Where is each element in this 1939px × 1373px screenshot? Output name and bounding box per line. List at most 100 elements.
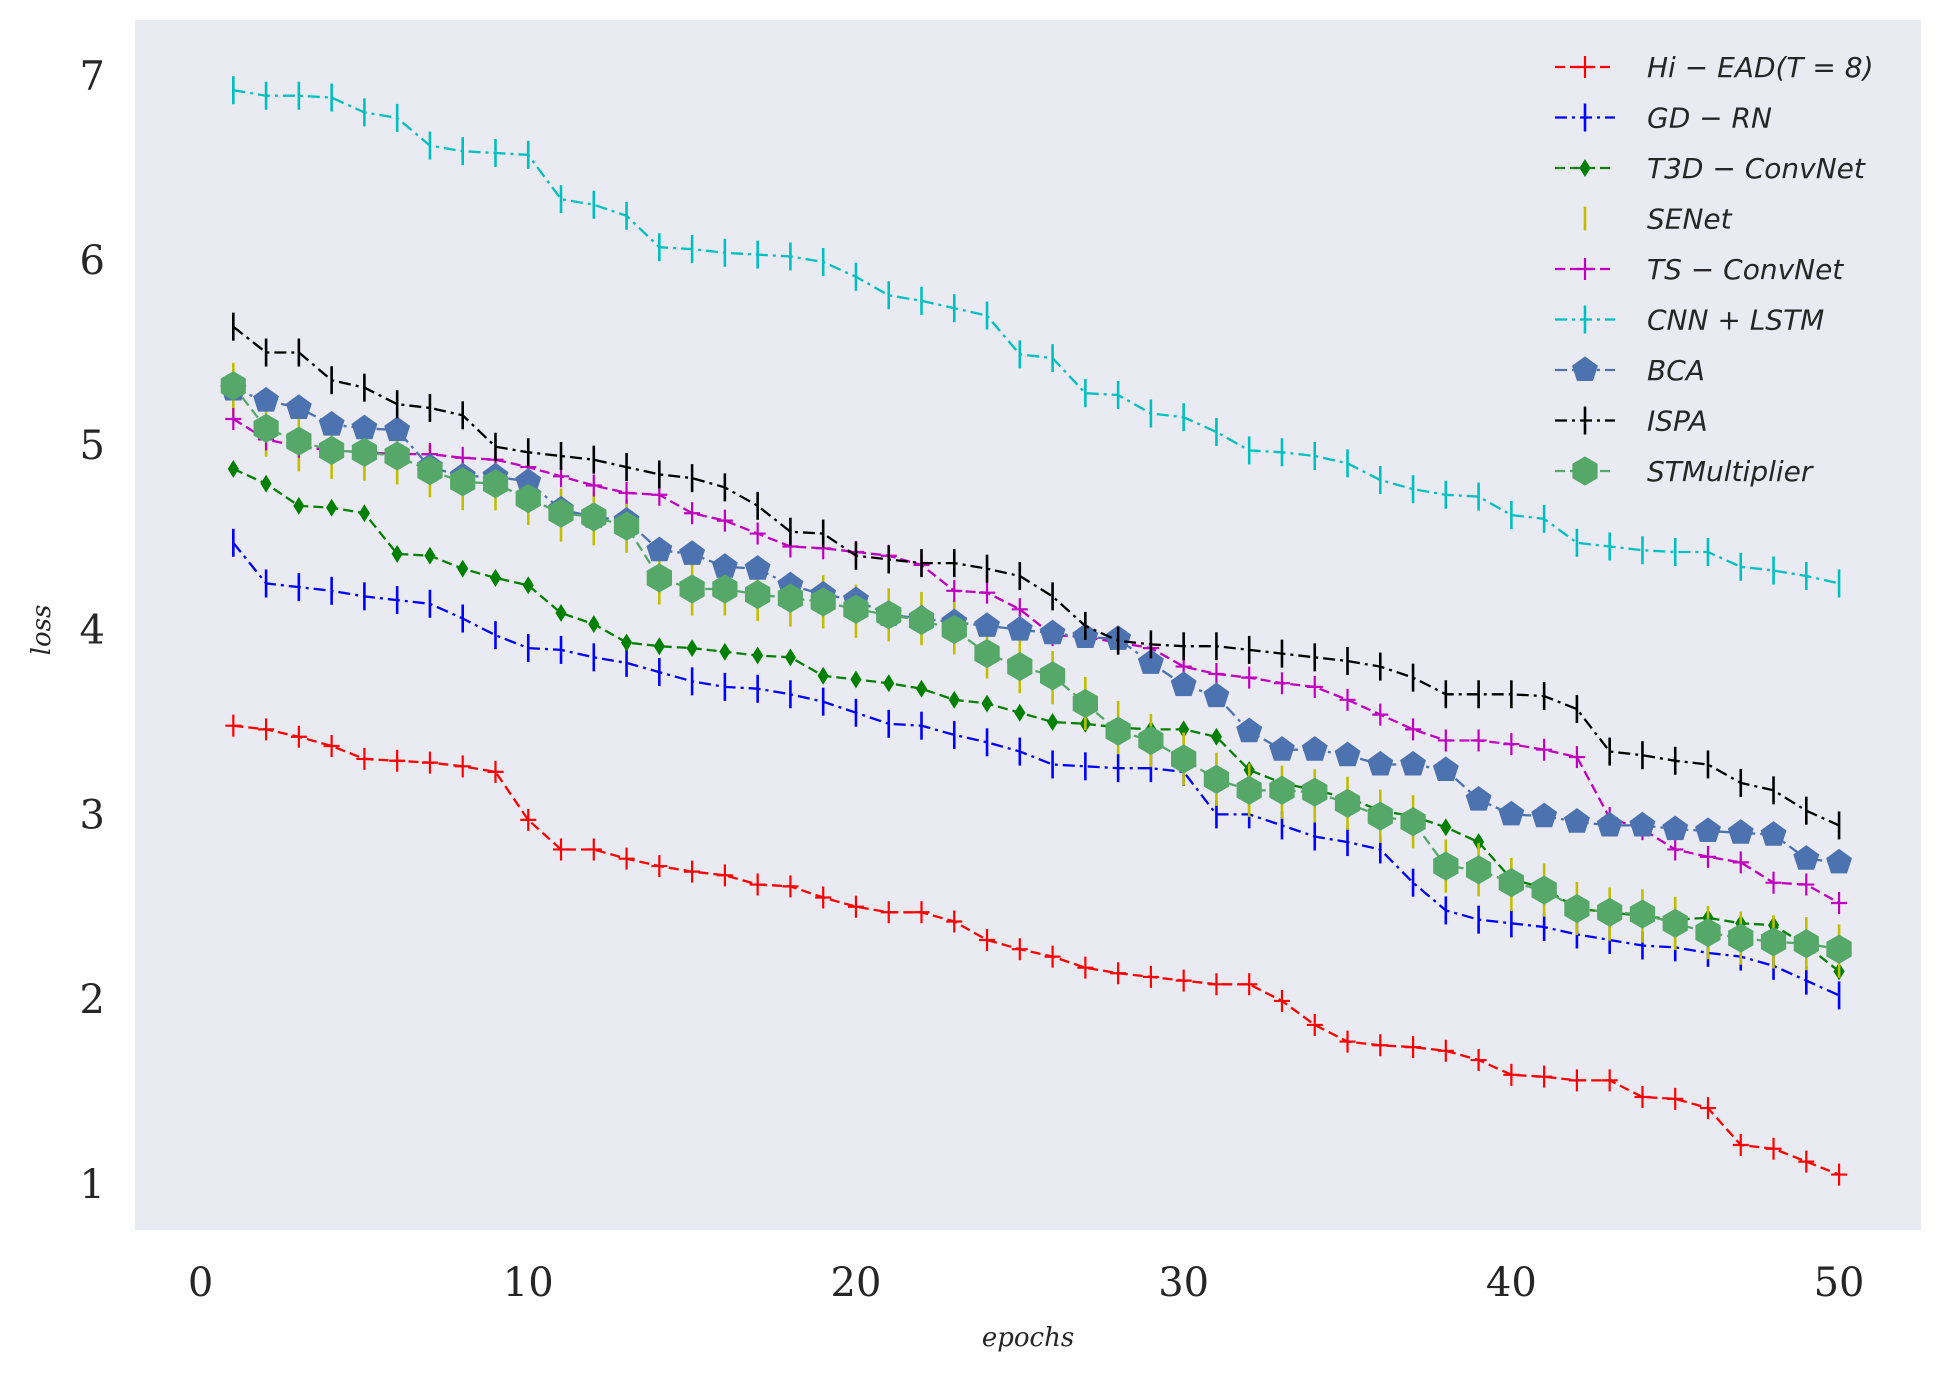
data-point xyxy=(817,666,829,685)
legend: Hi − EAD(T = 8) GD − RN T3D − ConvNet SENet… xyxy=(1555,51,1874,488)
y-tick-label: 7 xyxy=(80,53,105,99)
data-point xyxy=(686,639,698,658)
legend-entry: BCA xyxy=(1555,354,1705,387)
legend-label: CNN + LSTM xyxy=(1647,304,1824,337)
data-point xyxy=(1208,973,1225,996)
data-point xyxy=(1210,727,1223,746)
data-point xyxy=(1273,672,1290,695)
y-tick-label: 1 xyxy=(80,1162,105,1208)
data-point xyxy=(1470,1049,1487,1072)
data-point xyxy=(1727,819,1754,844)
data-point xyxy=(1372,703,1389,726)
data-point xyxy=(1503,1063,1520,1086)
data-point xyxy=(719,642,731,661)
data-point xyxy=(946,579,963,602)
data-point xyxy=(679,540,706,565)
y-tick-label: 6 xyxy=(80,238,105,284)
data-point xyxy=(1466,855,1492,885)
data-point xyxy=(883,674,895,693)
data-point xyxy=(1339,1030,1356,1053)
data-point xyxy=(1400,807,1426,837)
data-point xyxy=(522,576,534,595)
data-point xyxy=(260,474,272,493)
data-point xyxy=(749,522,766,545)
series-line xyxy=(232,418,1840,905)
data-point xyxy=(1236,775,1262,805)
data-point xyxy=(782,875,799,898)
data-point xyxy=(646,536,673,562)
data-point xyxy=(1465,785,1492,811)
data-point xyxy=(225,714,242,737)
legend-marker xyxy=(1577,258,1593,280)
data-point xyxy=(515,483,541,514)
data-point xyxy=(679,574,705,604)
data-point xyxy=(744,555,771,580)
data-point xyxy=(1339,688,1356,711)
x-axis-ticks: 0 10 20 30 40 50 xyxy=(188,1260,1865,1306)
data-point xyxy=(520,808,537,831)
data-point xyxy=(1171,744,1197,774)
y-axis-label: loss xyxy=(27,605,57,656)
data-point xyxy=(752,646,764,665)
data-point xyxy=(1269,736,1295,761)
data-point xyxy=(1536,1065,1553,1088)
data-point xyxy=(356,747,373,770)
data-point xyxy=(1695,817,1721,842)
data-point xyxy=(1531,802,1558,828)
data-point xyxy=(285,394,312,419)
x-tick-label: 20 xyxy=(831,1260,882,1306)
data-point xyxy=(1236,717,1263,743)
data-point xyxy=(1732,851,1749,874)
legend-label: T3D − ConvNet xyxy=(1647,152,1866,185)
data-point xyxy=(1826,848,1852,874)
data-point xyxy=(1536,738,1553,761)
series-line xyxy=(232,325,1840,827)
data-point xyxy=(810,587,836,617)
data-point xyxy=(450,467,476,497)
data-point xyxy=(1203,764,1230,794)
data-point xyxy=(1007,652,1033,682)
data-point xyxy=(293,496,305,515)
data-point xyxy=(1208,662,1225,685)
data-point xyxy=(417,456,443,486)
series-line xyxy=(233,724,1840,1176)
data-point xyxy=(588,615,600,634)
data-point xyxy=(850,670,862,689)
data-point xyxy=(941,615,967,645)
data-point xyxy=(815,886,832,909)
y-tick-label: 5 xyxy=(80,423,105,469)
legend-entry: STMultiplier xyxy=(1555,455,1814,488)
data-point xyxy=(585,838,602,861)
data-point xyxy=(913,901,930,924)
data-point xyxy=(581,502,607,532)
data-point xyxy=(1044,945,1061,968)
data-point xyxy=(384,441,410,471)
series-7 xyxy=(232,312,1841,840)
data-point xyxy=(553,838,570,861)
y-tick-label: 4 xyxy=(80,608,105,654)
data-point xyxy=(1334,788,1361,818)
data-point xyxy=(1667,1087,1684,1110)
legend-label: ISPA xyxy=(1647,405,1708,438)
data-point xyxy=(1831,892,1848,915)
data-point xyxy=(227,459,239,478)
data-point xyxy=(843,594,869,624)
data-point xyxy=(1564,894,1590,924)
legend-marker xyxy=(1572,356,1598,381)
data-point xyxy=(1273,989,1290,1012)
data-point xyxy=(253,413,279,443)
data-point xyxy=(745,579,771,610)
data-point xyxy=(1498,868,1524,898)
data-point xyxy=(1306,675,1323,698)
data-point xyxy=(618,847,635,870)
data-point xyxy=(979,928,996,951)
data-point xyxy=(555,604,567,622)
y-axis-ticks: 1 2 3 4 5 6 7 xyxy=(80,53,105,1207)
legend-label: BCA xyxy=(1647,354,1705,387)
data-point xyxy=(1662,815,1689,841)
data-point xyxy=(1699,845,1716,868)
series-0 xyxy=(225,714,1848,1186)
data-point xyxy=(1039,619,1066,645)
data-point xyxy=(979,581,996,604)
data-point xyxy=(1367,801,1393,831)
